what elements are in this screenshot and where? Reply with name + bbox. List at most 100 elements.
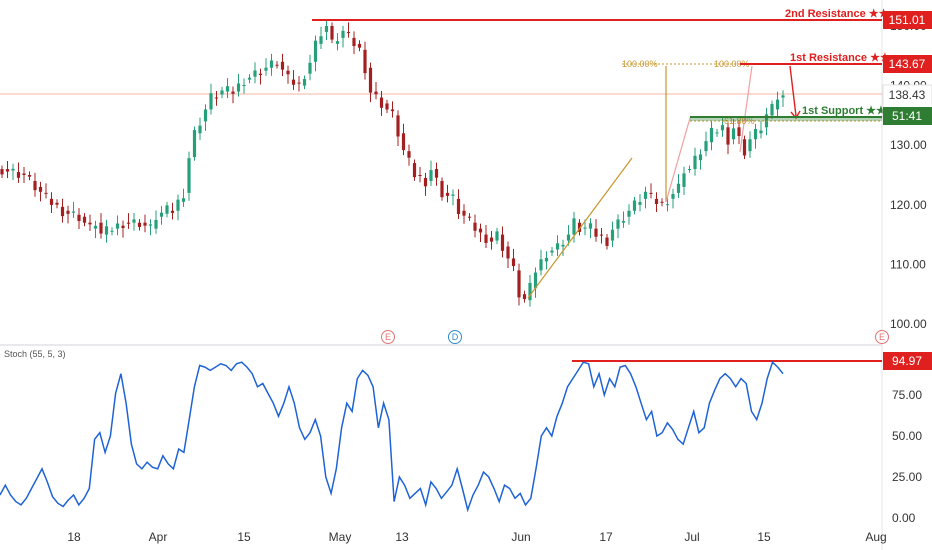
candle	[506, 241, 510, 268]
candle	[539, 249, 543, 276]
candle-body	[44, 192, 48, 194]
candle	[137, 219, 142, 231]
candle-body	[352, 37, 356, 47]
candle-body	[159, 212, 164, 217]
candle-body	[462, 210, 466, 216]
candle	[214, 90, 219, 106]
candle-body	[214, 97, 219, 99]
candle	[484, 225, 488, 249]
resistance1-tag-text: 143.67	[889, 57, 926, 71]
candle-body	[143, 222, 147, 226]
candle-body	[720, 125, 725, 131]
candle	[544, 251, 549, 270]
candle-body	[500, 234, 505, 251]
candle-body	[302, 79, 307, 86]
candle-body	[346, 31, 351, 33]
projection-line	[739, 65, 753, 153]
candle	[5, 160, 10, 179]
candle-body	[742, 139, 747, 156]
candle	[610, 221, 615, 248]
candle-body	[148, 224, 153, 226]
stochastic-series	[0, 360, 784, 513]
candle	[192, 126, 197, 161]
candle-body	[165, 205, 169, 214]
candle-body	[374, 91, 378, 95]
candle	[704, 131, 708, 157]
candle	[93, 220, 98, 239]
candle	[33, 172, 37, 197]
candle-body	[434, 169, 439, 178]
candle	[423, 172, 428, 196]
candle-body	[253, 70, 257, 77]
candle-body	[401, 133, 406, 151]
countdown-text: 51:41	[892, 109, 922, 123]
candle	[154, 210, 158, 234]
candle	[374, 82, 378, 100]
candle-body	[737, 127, 741, 137]
candle	[682, 166, 686, 195]
candle-body	[627, 210, 631, 217]
candle-body	[363, 49, 367, 74]
candle	[511, 248, 516, 272]
candle	[401, 123, 406, 156]
candle-body	[665, 204, 670, 206]
candle	[753, 123, 758, 149]
price-tick-label: 110.00	[890, 257, 926, 271]
candle	[627, 204, 631, 225]
event-marker-circle	[875, 330, 889, 344]
candle-body	[242, 85, 246, 87]
candle	[38, 181, 43, 202]
candle	[643, 186, 648, 209]
candle-body	[418, 175, 422, 176]
time-tick-label: 18	[67, 530, 81, 544]
candle	[71, 201, 76, 218]
candle	[253, 62, 257, 84]
candle-body	[632, 200, 637, 211]
candle-body	[258, 73, 263, 75]
candle-body	[610, 229, 615, 241]
candle	[616, 214, 620, 239]
fib-label: 100.00%	[622, 59, 658, 69]
candle-body	[671, 193, 675, 199]
time-tick-label: 17	[599, 530, 613, 544]
time-tick-label: Jun	[511, 530, 530, 544]
candle	[522, 290, 527, 303]
stoch-tick-label: 0.00	[892, 511, 916, 525]
candle-body	[511, 258, 516, 267]
candle-body	[572, 218, 576, 235]
candle	[121, 220, 125, 238]
candle-body	[379, 97, 384, 108]
candle-body	[577, 222, 582, 232]
candle-body	[335, 41, 340, 44]
event-marker: D	[448, 330, 462, 344]
candle	[319, 26, 323, 49]
candle-body	[726, 127, 730, 145]
candle	[561, 239, 565, 257]
level-label: 1st Support ★★	[802, 105, 886, 117]
candle-body	[643, 191, 648, 199]
candle	[737, 120, 741, 145]
candle-body	[566, 234, 571, 241]
candle-body	[506, 246, 510, 259]
candle-body	[456, 198, 461, 214]
candle	[555, 235, 560, 257]
candle-body	[66, 210, 70, 214]
candle-body	[616, 219, 620, 229]
event-marker-circle	[448, 330, 462, 344]
candle-body	[121, 225, 125, 229]
candle	[577, 219, 582, 236]
level-label: 1st Resistance ★★	[790, 52, 890, 64]
candle	[379, 90, 384, 116]
candle	[451, 189, 455, 206]
candle	[11, 163, 15, 181]
candle	[242, 78, 246, 94]
candle	[275, 61, 279, 69]
event-marker-label: E	[879, 332, 885, 342]
candle	[352, 31, 356, 55]
candle	[60, 198, 65, 223]
candle-body	[555, 243, 560, 250]
candle-body	[561, 244, 565, 247]
candle	[126, 213, 131, 229]
time-axis: 18 Apr 15 May 13 Jun 17 Jul 15 Aug	[67, 530, 886, 544]
